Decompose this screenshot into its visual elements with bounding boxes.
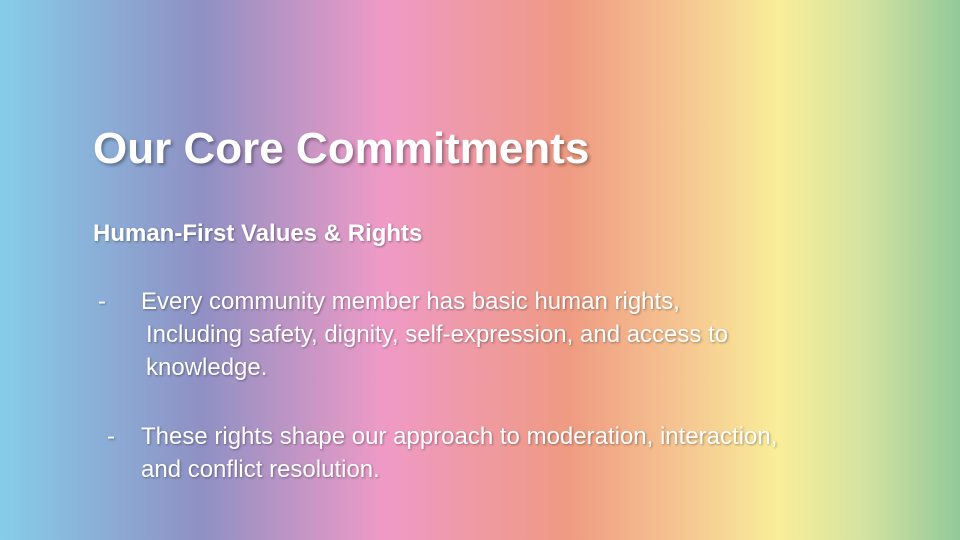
bullet-text-line: and conflict resolution. [141, 456, 380, 483]
bullet-marker: - [98, 288, 106, 315]
slide-subtitle: Human-First Values & Rights [93, 220, 423, 247]
slide-title: Our Core Commitments [93, 124, 590, 173]
bullet-text-line: Including safety, dignity, self-expressi… [146, 321, 729, 348]
bullet-text-line: These rights shape our approach to moder… [141, 423, 778, 450]
bullet-text-line: knowledge. [146, 354, 268, 381]
bullet-marker: - [107, 423, 115, 450]
bullet-item-human-rights: - Every community member has basic human… [0, 285, 960, 385]
bullet-text-line: Every community member has basic human r… [141, 288, 680, 315]
bullet-item-approach: - These rights shape our approach to mod… [0, 420, 960, 490]
